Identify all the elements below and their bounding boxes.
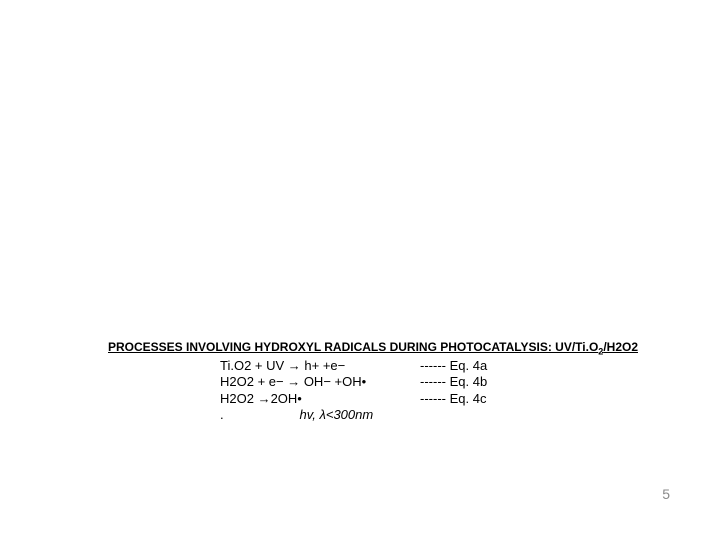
equation-row: . hv, λ<300nm: [220, 407, 487, 423]
equation-row: H2O2 + e− → OH− +OH• ------ Eq. 4b: [220, 374, 487, 390]
heading-prefix: PROCESSES INVOLVING HYDROXYL RADICALS DU…: [108, 340, 598, 354]
equation-left: H2O2 + e− → OH− +OH•: [220, 374, 420, 390]
eq4-prefix: .: [220, 407, 299, 422]
equation-left: Ti.O2 + UV → h+ +e−: [220, 358, 420, 374]
equation-right: ------ Eq. 4c: [420, 391, 486, 407]
equation-right: ------ Eq. 4b: [420, 374, 487, 390]
equation-right: ------ Eq. 4a: [420, 358, 487, 374]
equation-row: H2O2 →2OH• ------ Eq. 4c: [220, 391, 487, 407]
equation-row: Ti.O2 + UV → h+ +e− ------ Eq. 4a: [220, 358, 487, 374]
equation-left: . hv, λ<300nm: [220, 407, 420, 423]
section-heading: PROCESSES INVOLVING HYDROXYL RADICALS DU…: [108, 340, 638, 356]
eq4-italic: hv, λ<300nm: [299, 407, 373, 422]
equations-block: Ti.O2 + UV → h+ +e− ------ Eq. 4a H2O2 +…: [220, 358, 487, 423]
heading-suffix: /H2O2: [603, 340, 638, 354]
equation-left: H2O2 →2OH•: [220, 391, 420, 407]
page-number: 5: [662, 486, 670, 502]
